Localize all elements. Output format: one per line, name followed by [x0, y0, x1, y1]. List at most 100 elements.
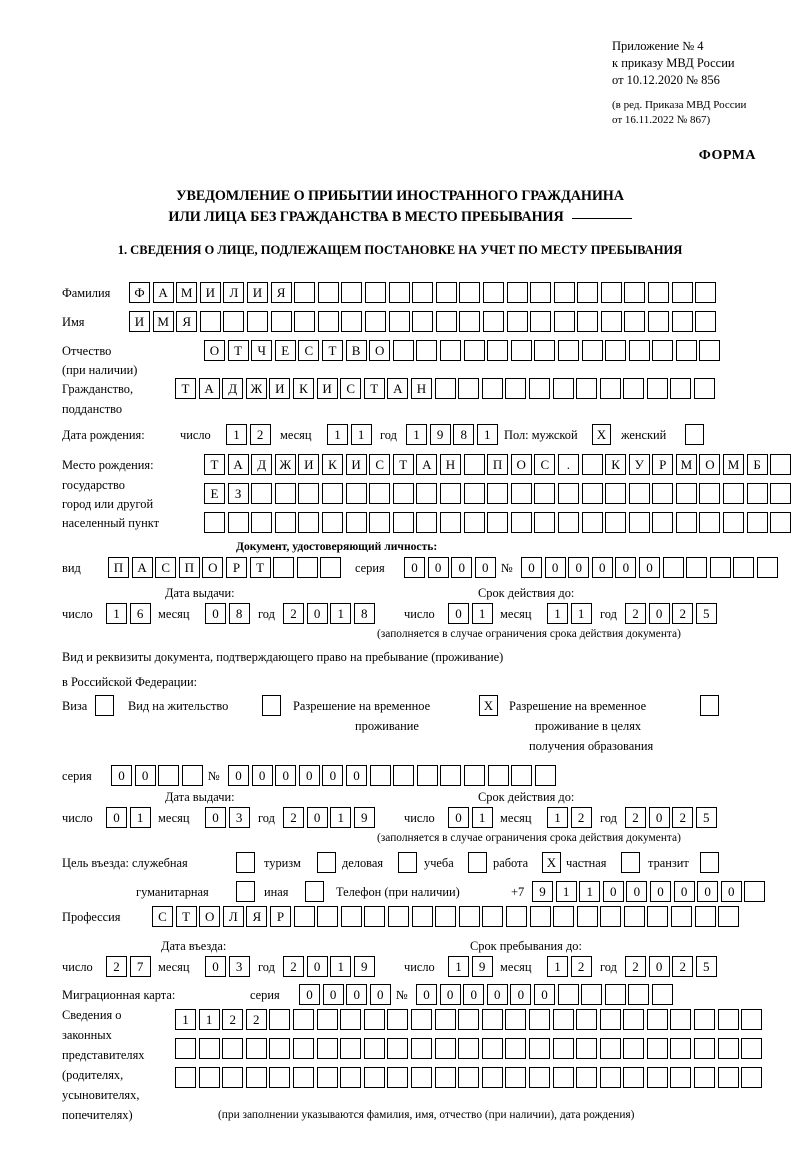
char-cell[interactable]: 1	[106, 603, 127, 624]
char-cell[interactable]	[392, 340, 414, 361]
char-cell[interactable]: О	[199, 906, 221, 927]
char-cell[interactable]: 1	[175, 1009, 196, 1030]
char-cell[interactable]	[482, 906, 504, 927]
char-cell[interactable]	[694, 1038, 716, 1059]
char-cell[interactable]: К	[605, 454, 627, 475]
char-cell[interactable]	[628, 984, 650, 1005]
char-cell[interactable]	[181, 765, 203, 786]
char-cell[interactable]: 0	[649, 881, 671, 902]
temp-residence-checkbox[interactable]: X	[479, 695, 498, 716]
char-cell[interactable]	[576, 1067, 598, 1088]
char-cell[interactable]: 0	[510, 984, 532, 1005]
char-cell[interactable]	[434, 1009, 456, 1030]
char-cell[interactable]	[458, 1038, 480, 1059]
char-cell[interactable]	[369, 512, 391, 533]
char-cell[interactable]: М	[723, 454, 745, 475]
char-cell[interactable]	[223, 311, 245, 332]
char-cell[interactable]	[222, 1038, 244, 1059]
char-cell[interactable]	[369, 483, 391, 504]
char-cell[interactable]	[198, 1067, 220, 1088]
char-cell[interactable]	[340, 906, 362, 927]
char-cell[interactable]: 0	[299, 984, 320, 1005]
char-cell[interactable]: 0	[298, 765, 320, 786]
char-cell[interactable]: 0	[463, 984, 485, 1005]
char-cell[interactable]: Т	[204, 454, 225, 475]
char-cell[interactable]	[416, 340, 438, 361]
char-cell[interactable]: Т	[249, 557, 271, 578]
purpose-humanitarian-checkbox[interactable]	[236, 881, 255, 902]
char-cell[interactable]	[623, 906, 645, 927]
char-cell[interactable]: 0	[251, 765, 273, 786]
char-cell[interactable]: 2	[222, 1009, 244, 1030]
char-cell[interactable]: 1	[555, 881, 577, 902]
char-cell[interactable]: 9	[429, 424, 451, 445]
char-cell[interactable]: 0	[448, 603, 469, 624]
char-cell[interactable]	[599, 1038, 621, 1059]
char-cell[interactable]	[410, 1067, 432, 1088]
char-cell[interactable]: Т	[175, 378, 196, 399]
char-cell[interactable]: 0	[322, 765, 344, 786]
char-cell[interactable]: О	[510, 454, 532, 475]
char-cell[interactable]	[581, 512, 603, 533]
char-cell[interactable]	[175, 1038, 196, 1059]
char-cell[interactable]: 2	[625, 956, 646, 977]
char-cell[interactable]: О	[699, 454, 721, 475]
char-cell[interactable]: 2	[570, 807, 592, 828]
char-cell[interactable]: 0	[346, 984, 368, 1005]
char-cell[interactable]	[294, 311, 316, 332]
char-cell[interactable]	[534, 765, 556, 786]
char-cell[interactable]: .	[557, 454, 579, 475]
char-cell[interactable]: 2	[106, 956, 127, 977]
char-cell[interactable]	[410, 1009, 432, 1030]
char-cell[interactable]	[411, 906, 433, 927]
char-cell[interactable]	[600, 311, 622, 332]
char-cell[interactable]: 1	[350, 424, 372, 445]
char-cell[interactable]: 0	[228, 765, 249, 786]
char-cell[interactable]: 1	[327, 424, 348, 445]
char-cell[interactable]: У	[628, 454, 650, 475]
char-cell[interactable]	[744, 881, 766, 902]
char-cell[interactable]	[434, 1067, 456, 1088]
char-cell[interactable]: А	[198, 378, 220, 399]
char-cell[interactable]	[345, 483, 367, 504]
char-cell[interactable]: И	[269, 378, 291, 399]
char-cell[interactable]	[709, 557, 731, 578]
char-cell[interactable]: О	[369, 340, 391, 361]
char-cell[interactable]	[175, 1067, 196, 1088]
char-cell[interactable]	[599, 378, 621, 399]
char-cell[interactable]	[576, 906, 598, 927]
char-cell[interactable]	[293, 906, 315, 927]
char-cell[interactable]	[699, 340, 721, 361]
char-cell[interactable]: 9	[353, 956, 375, 977]
char-cell[interactable]	[274, 483, 296, 504]
char-cell[interactable]: 5	[695, 603, 717, 624]
char-cell[interactable]	[553, 282, 575, 303]
char-cell[interactable]	[388, 282, 410, 303]
char-cell[interactable]	[316, 1067, 338, 1088]
char-cell[interactable]	[463, 512, 485, 533]
char-cell[interactable]: С	[340, 378, 362, 399]
visa-checkbox[interactable]	[95, 695, 114, 716]
char-cell[interactable]	[416, 483, 438, 504]
char-cell[interactable]	[434, 378, 456, 399]
purpose-work-checkbox[interactable]: X	[542, 852, 561, 873]
char-cell[interactable]	[756, 557, 778, 578]
char-cell[interactable]	[675, 340, 697, 361]
char-cell[interactable]	[723, 483, 745, 504]
purpose-official-checkbox[interactable]	[236, 852, 255, 873]
char-cell[interactable]	[296, 557, 318, 578]
char-cell[interactable]	[506, 282, 528, 303]
char-cell[interactable]	[388, 311, 410, 332]
